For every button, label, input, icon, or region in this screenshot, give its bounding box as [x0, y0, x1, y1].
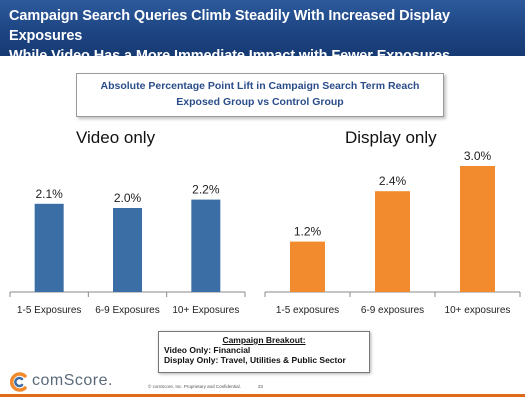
bar-1-1 — [375, 191, 410, 292]
breakout-video: Video Only: Financial — [164, 345, 251, 355]
page-title: Campaign Search Queries Climb Steadily W… — [9, 6, 519, 66]
campaign-breakout-box: Campaign Breakout: Video Only: Financial… — [158, 331, 370, 373]
category-label-0-0: 1-5 Exposures — [17, 305, 81, 316]
data-label-1-0: 1.2% — [294, 225, 322, 239]
subtitle-text: Absolute Percentage Point Lift in Campai… — [77, 78, 443, 110]
data-label-1-1: 2.4% — [379, 174, 407, 188]
breakout-display: Display Only: Travel, Utilities & Public… — [164, 355, 346, 365]
bar-1-2 — [460, 166, 495, 292]
data-label-0-0: 2.1% — [35, 187, 63, 201]
bar-0-1 — [113, 208, 142, 292]
bar-0-2 — [191, 199, 221, 292]
category-label-0-1: 6-9 Exposures — [95, 305, 159, 316]
bar-1-0 — [290, 241, 325, 292]
category-label-1-1: 6-9 exposures — [361, 305, 424, 316]
comscore-logo-icon — [9, 372, 27, 392]
header-banner: Campaign Search Queries Climb Steadily W… — [0, 0, 525, 64]
subtitle-box: Absolute Percentage Point Lift in Campai… — [76, 73, 444, 117]
page-number: 33 — [258, 384, 264, 389]
subtitle-line2: Exposed Group vs Control Group — [176, 96, 344, 108]
page-title-line2: While Video Has a More Immediate Impact … — [9, 48, 450, 64]
category-label-1-0: 1-5 exposures — [276, 305, 339, 316]
data-label-0-1: 2.0% — [114, 191, 142, 205]
footer-accent-line — [0, 394, 525, 397]
data-label-1-2: 3.0% — [464, 149, 492, 163]
logo-text: comScore. — [32, 372, 113, 389]
display-chart-title: Display only — [345, 128, 437, 147]
bar-0-0 — [34, 203, 64, 292]
breakout-heading: Campaign Breakout: — [222, 335, 306, 345]
category-label-0-2: 10+ Exposures — [172, 305, 239, 316]
copyright-text: © comScore, Inc. Proprietary and Confide… — [148, 384, 241, 389]
comscore-logo: comScore. — [8, 372, 118, 392]
page-title-line1: Campaign Search Queries Climb Steadily W… — [9, 8, 451, 44]
data-label-0-2: 2.2% — [192, 183, 220, 197]
category-label-1-2: 10+ exposures — [445, 305, 511, 316]
subtitle-line1: Absolute Percentage Point Lift in Campai… — [100, 80, 420, 92]
video-chart-title: Video only — [76, 128, 156, 147]
